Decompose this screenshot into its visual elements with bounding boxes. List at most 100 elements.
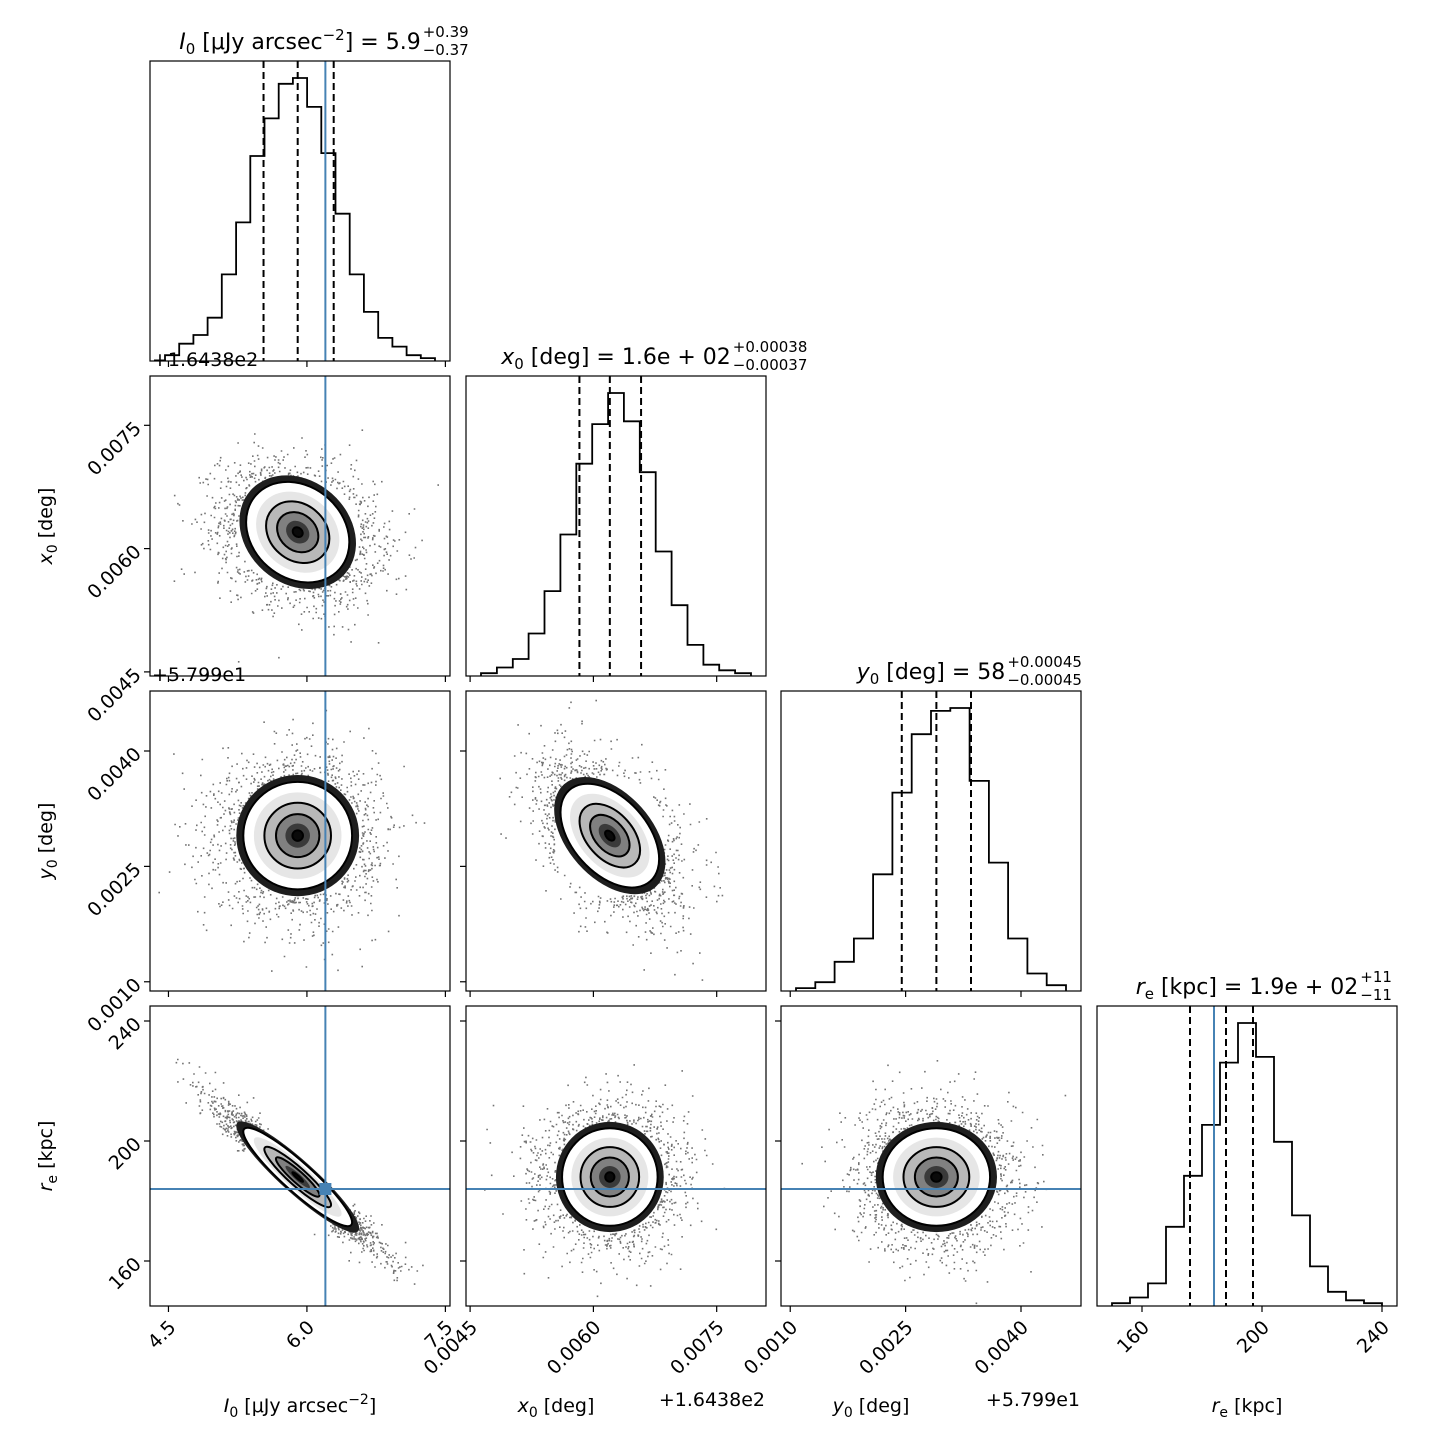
axis-label-unit: [kpc] <box>35 1121 57 1175</box>
axis-label-subscript: 0 <box>529 1405 538 1421</box>
histogram-re <box>1111 1006 1383 1306</box>
axis-label-subscript: 0 <box>45 859 61 868</box>
density-level <box>930 1171 943 1183</box>
axis-label-superscript: −2 <box>348 1392 369 1408</box>
panel-frame <box>780 1005 1082 1307</box>
y-tick-label: 160 <box>105 1253 146 1294</box>
histogram-steps <box>480 392 752 676</box>
panel-frame <box>149 375 451 677</box>
x-tick-label: 200 <box>1233 1316 1274 1357</box>
panel-frame <box>465 690 767 992</box>
axis-label-symbol: r <box>1212 1395 1221 1417</box>
y-axis-label-y0: y0 [deg] <box>35 803 61 881</box>
axis-label-subscript: 0 <box>229 1405 238 1421</box>
axis-label-subscript: 0 <box>844 1405 853 1421</box>
panel-frame <box>465 375 767 677</box>
histogram-y0 <box>795 691 1067 991</box>
axis-label-symbol: x <box>517 1395 530 1417</box>
title-subscript: 0 <box>186 40 196 58</box>
panel-frame <box>465 1005 767 1307</box>
y-tick-label: 200 <box>105 1133 146 1174</box>
title-unit-superscript: −2 <box>323 26 345 44</box>
x-tick-label: 4.5 <box>144 1316 181 1353</box>
x-tick-label: 0.0060 <box>543 1316 606 1379</box>
truth-marker <box>319 1183 332 1195</box>
axis-label-unit: [deg] <box>35 803 57 860</box>
histogram-steps <box>795 707 1067 991</box>
axis-label-symbol: r <box>35 1182 57 1191</box>
panel-x0-vs-I0 <box>173 376 439 676</box>
title-value: [deg] = 1.6e + 02 <box>524 345 731 370</box>
x-axis-label-y0: y0 [deg] <box>832 1395 910 1421</box>
title-value: ] = 5.9 <box>345 30 421 55</box>
panel-re-vs-I0 <box>150 1006 450 1306</box>
title-unit: [μJy arcsec <box>195 30 322 55</box>
title-subscript: 0 <box>870 670 880 688</box>
density-level <box>291 1171 304 1183</box>
panel-frame <box>149 1005 451 1307</box>
title-symbol: y <box>856 660 871 685</box>
histogram-steps <box>164 77 436 361</box>
panel-frame <box>149 60 451 362</box>
x-axis-label-I0: I0 [μJy arcsec−2] <box>224 1392 377 1421</box>
title-symbol: x <box>500 345 515 370</box>
x-tick-label: 240 <box>1353 1316 1394 1357</box>
panel-title-re: re [kpc] = 1.9e + 02 <box>1136 975 1359 1003</box>
histogram-I0 <box>164 61 436 361</box>
scatter-points <box>175 1058 424 1285</box>
axis-label-subscript: 0 <box>45 544 61 553</box>
title-value: [deg] = 58 <box>879 660 1005 685</box>
axis-label-subscript: e <box>45 1175 61 1184</box>
x-axis-label-re: re [kpc] <box>1212 1395 1283 1421</box>
x-tick-label: 0.0075 <box>666 1316 729 1379</box>
x-tick-label: 160 <box>1113 1316 1154 1357</box>
y-tick-label: 0.0045 <box>83 664 146 727</box>
density-level <box>604 829 616 842</box>
title-upper-error: +0.39 <box>423 23 469 41</box>
title-subscript: e <box>1145 985 1154 1003</box>
title-subscript: 0 <box>514 355 524 373</box>
x-axis-label-x0: x0 [deg] <box>517 1395 595 1421</box>
axis-label-symbol: y <box>35 867 57 880</box>
scatter-points <box>158 709 426 972</box>
axis-label-unit: [deg] <box>35 488 57 545</box>
axis-label-unit: [μJy arcsec <box>238 1395 348 1417</box>
y-axis-label-x0: x0 [deg] <box>35 488 61 566</box>
panel-y0-vs-x0 <box>499 699 724 981</box>
axis-label-unit: [deg] <box>538 1395 595 1417</box>
title-symbol: I <box>179 30 186 55</box>
panel-title-x0: x0 [deg] = 1.6e + 02 <box>500 345 731 373</box>
x-axis-offset-x0: +1.6438e2 <box>659 1389 765 1411</box>
panel-y0-vs-I0 <box>158 691 426 991</box>
x-axis-offset-y0: +5.799e1 <box>986 1389 1080 1411</box>
y-axis-offset-y0: +5.799e1 <box>152 664 246 686</box>
panel-frame <box>1096 1005 1398 1307</box>
panel-re-vs-y0 <box>781 1060 1081 1305</box>
title-lower-error: −0.00045 <box>1007 671 1082 689</box>
title-symbol: r <box>1136 975 1147 1000</box>
panel-re-vs-x0 <box>466 1064 766 1298</box>
axis-label-symbol: x <box>35 552 57 565</box>
x-tick-label: 0.0025 <box>855 1316 918 1379</box>
y-tick-label: 0.0025 <box>83 859 146 922</box>
y-tick-label: 0.0075 <box>83 418 146 481</box>
title-upper-error: +11 <box>1360 968 1392 986</box>
x-tick-label: 0.0040 <box>970 1316 1033 1379</box>
histogram-steps <box>1111 1022 1383 1306</box>
y-axis-offset-x0: +1.6438e2 <box>152 349 258 371</box>
histogram-x0 <box>480 376 752 676</box>
axis-label-symbol: y <box>832 1395 845 1417</box>
title-value: [kpc] = 1.9e + 02 <box>1154 975 1358 1000</box>
axis-label-symbol: I <box>224 1395 230 1417</box>
axis-label-subscript: e <box>1219 1405 1228 1421</box>
density-level <box>291 526 304 539</box>
panel-frame <box>780 690 1082 992</box>
title-upper-error: +0.00045 <box>1007 653 1082 671</box>
panel-title-y0: y0 [deg] = 58 <box>856 660 1006 688</box>
title-lower-error: −0.00037 <box>733 356 808 374</box>
density-level <box>604 1171 616 1183</box>
density-level <box>291 829 304 842</box>
y-axis-label-re: re [kpc] <box>35 1121 61 1192</box>
x-tick-label: 0.0010 <box>740 1316 803 1379</box>
